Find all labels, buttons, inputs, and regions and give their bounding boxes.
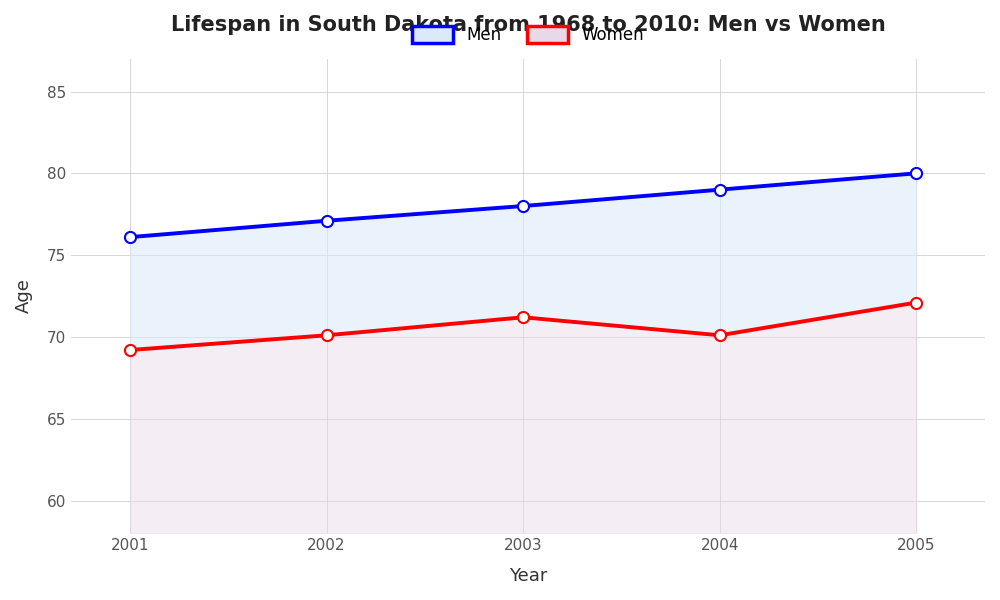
Legend: Men, Women: Men, Women <box>405 20 651 51</box>
Y-axis label: Age: Age <box>15 278 33 313</box>
Title: Lifespan in South Dakota from 1968 to 2010: Men vs Women: Lifespan in South Dakota from 1968 to 20… <box>171 15 885 35</box>
X-axis label: Year: Year <box>509 567 547 585</box>
